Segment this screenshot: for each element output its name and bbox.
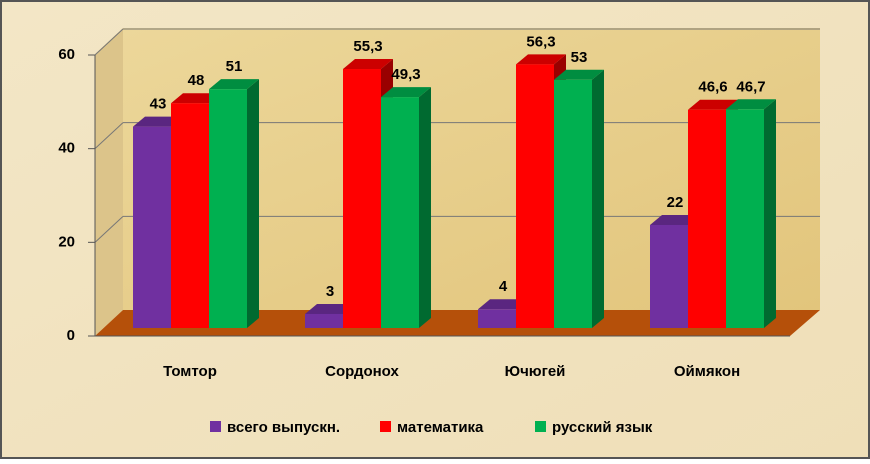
bar [478,309,516,328]
data-label: 46,6 [698,79,727,96]
bar-top [381,87,431,98]
legend-swatch [535,421,546,432]
legend-label: всего выпускн. [227,419,340,436]
bar-top [516,54,566,65]
data-label: 53 [571,49,588,66]
x-tick-label: Сордонох [325,363,399,380]
bar-top [726,99,776,110]
data-label: 3 [326,283,334,300]
data-label: 49,3 [391,66,420,83]
bar [305,313,343,328]
bar [650,224,688,328]
x-tick-label: Оймякон [674,363,740,380]
x-tick-label: Ючюгей [505,363,566,380]
bar [516,64,554,328]
bar [726,109,764,328]
data-label: 51 [226,58,243,75]
y-tick-label: 60 [58,46,75,63]
bar-side [764,99,776,328]
bar [381,97,419,328]
grid-line [94,28,124,56]
bar [133,126,171,328]
back-wall [123,28,820,310]
legend-swatch [210,421,221,432]
bar-top [133,116,183,127]
bar-side [247,79,259,329]
side-wall [95,28,123,336]
bar [343,69,381,329]
data-label: 48 [188,72,205,89]
bar-top [305,303,355,314]
data-label: 55,3 [353,38,382,55]
bar-top [343,59,393,70]
bar [209,89,247,329]
bar-top [688,99,738,110]
data-label: 56,3 [526,33,555,50]
y-tick-label: 20 [58,233,75,250]
legend-label: русский язык [552,419,653,436]
legend-label: математика [397,419,484,436]
bar-top [478,299,528,310]
y-tick-label: 40 [58,140,75,157]
bar-top [554,69,604,80]
bar [688,109,726,328]
bar-top [650,214,700,225]
data-label: 22 [667,194,684,211]
legend-swatch [380,421,391,432]
grid-line [94,215,124,243]
floor [95,310,820,336]
bar [554,79,592,329]
grid-line [94,122,124,150]
bar-top [209,79,259,90]
data-label: 46,7 [736,78,765,95]
bar [171,103,209,328]
bar-top [171,93,221,104]
x-tick-label: Томтор [163,363,217,380]
bar-side [419,87,431,328]
bar-side [592,69,604,329]
data-label: 43 [150,96,167,113]
data-label: 4 [499,278,508,295]
y-tick-label: 0 [67,327,75,344]
